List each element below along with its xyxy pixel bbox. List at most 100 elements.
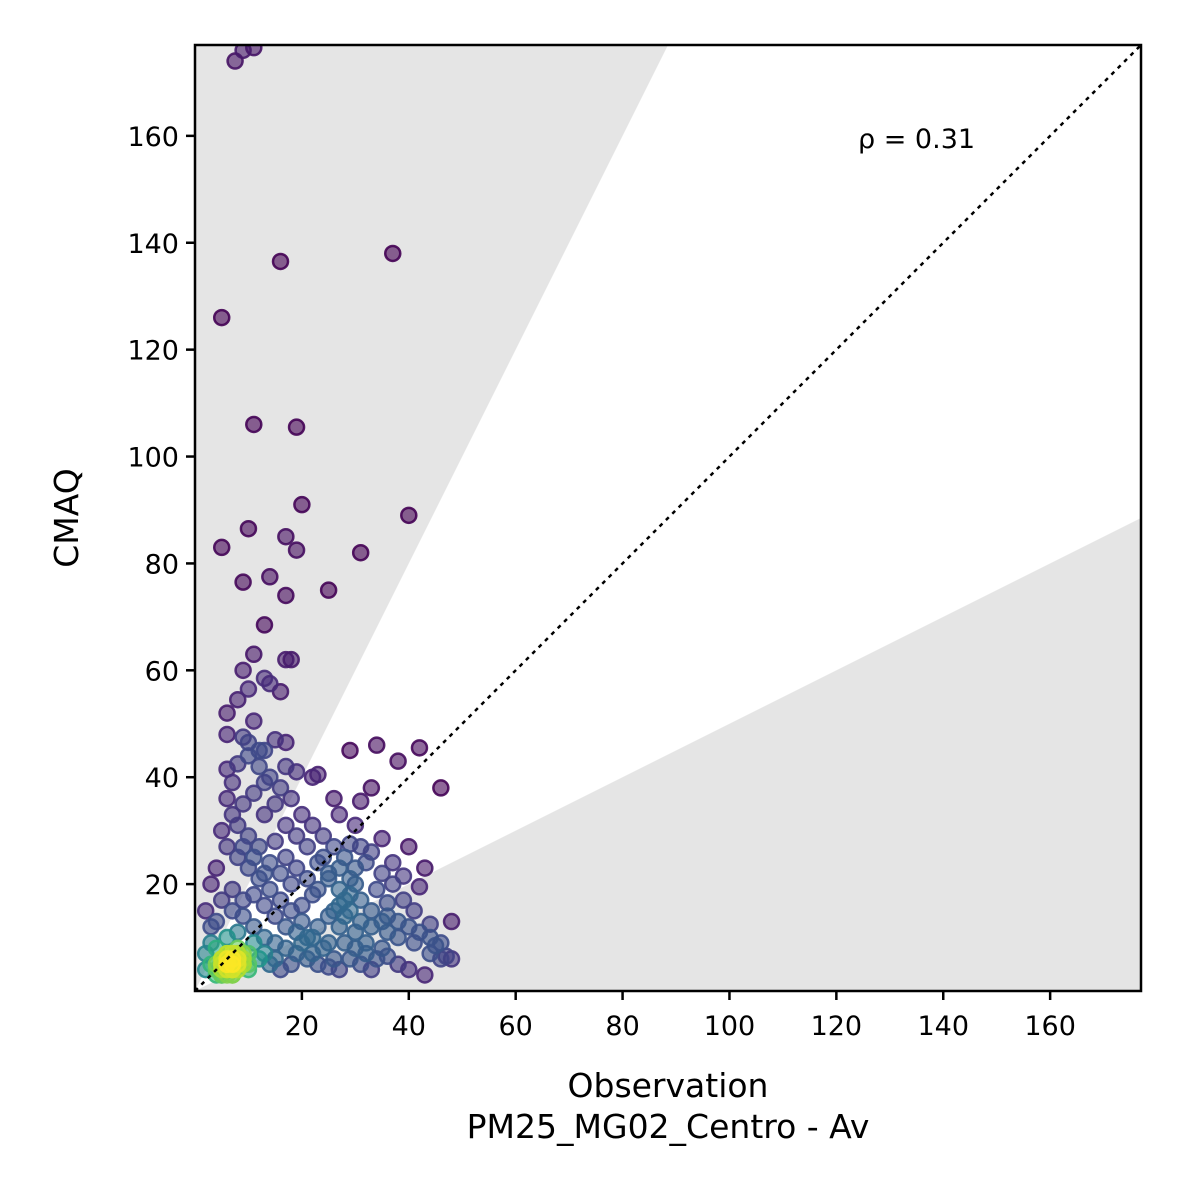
scatter-point (245, 415, 263, 434)
scatter-point (218, 725, 236, 744)
scatter-point (277, 586, 295, 605)
scatter-point (250, 741, 268, 760)
scatter-point (405, 902, 423, 920)
scatter-point (234, 573, 252, 591)
scatter-point (335, 891, 354, 909)
scatter-point (287, 418, 306, 436)
y-tick-label: 100 (127, 443, 179, 474)
scatter-point (282, 789, 300, 808)
plot-frame (193, 43, 1143, 993)
scatter-point (234, 45, 252, 60)
scatter-point (255, 616, 274, 634)
upper-shaded-band (195, 45, 668, 991)
scatter-point (212, 891, 231, 909)
scatter-point (319, 581, 338, 599)
scatter-point (400, 506, 418, 525)
scatter-point (309, 880, 327, 899)
scatter-point (229, 816, 247, 835)
scatter-point (234, 661, 252, 680)
correlation-annotation: ρ = 0.31 (858, 124, 975, 155)
scatter-point (277, 816, 295, 835)
scatter-point (212, 308, 231, 327)
scatter-point (218, 789, 236, 808)
scatter-point (341, 741, 359, 760)
scatter-point (351, 912, 370, 931)
scatter-point (410, 739, 429, 757)
scatter-point (303, 768, 322, 786)
scatter-point (373, 939, 391, 957)
y-tick-label: 60 (145, 656, 179, 687)
scatter-point (384, 244, 402, 263)
scatter-point (346, 816, 365, 835)
scatter-point (255, 864, 274, 883)
scatter-point (266, 832, 284, 851)
y-tick-label: 80 (145, 549, 179, 580)
one-to-one-line (195, 45, 1141, 991)
scatter-point (266, 731, 284, 749)
scatter-point (207, 859, 226, 877)
x-tick-label: 40 (392, 1011, 426, 1042)
scatter-points (196, 45, 461, 984)
scatter-point (330, 805, 349, 824)
x-tick-label: 120 (811, 1011, 863, 1042)
scatter-point (330, 859, 349, 877)
scatter-point (223, 955, 242, 974)
scatter-point (389, 752, 407, 770)
scatter-point (277, 527, 295, 546)
scatter-point (303, 816, 322, 835)
y-tick-label: 140 (127, 229, 179, 260)
scatter-point (293, 805, 311, 824)
y-tick-label: 160 (127, 122, 179, 153)
scatter-point (325, 950, 343, 968)
scatter-point (261, 880, 279, 899)
scatter-point (426, 936, 445, 955)
scatter-point (293, 495, 311, 514)
scatter-point (442, 912, 461, 931)
scatter-point (319, 870, 338, 888)
scatter-point (282, 875, 300, 893)
scatter-point (362, 779, 381, 797)
scatter-point (282, 902, 300, 920)
scatter-point (351, 792, 370, 811)
x-axis: 20 40 60 80 100 120 140 160 (285, 991, 1076, 1042)
scatter-point (314, 848, 333, 867)
scatter-point (384, 875, 402, 893)
y-axis: 20 40 60 80 100 120 140 160 (127, 122, 195, 901)
scatter-point (298, 837, 316, 856)
x-tick-label: 20 (285, 1011, 319, 1042)
x-axis-title: Observation (568, 1066, 769, 1105)
scatter-point (255, 805, 274, 824)
scatter-point (373, 864, 391, 883)
scatter-point (261, 768, 279, 786)
scatter-point (325, 837, 343, 856)
scatter-point (410, 878, 429, 896)
x-tick-label: 160 (1024, 1011, 1076, 1042)
scatter-point (293, 934, 311, 952)
scatter-point (223, 880, 242, 899)
scatter-point (432, 779, 450, 797)
plot-area (195, 45, 1141, 991)
scatter-point (245, 848, 263, 867)
scatter-point (261, 568, 279, 586)
scatter-point (314, 939, 333, 957)
scatter-point (277, 848, 295, 867)
scatter-point (196, 902, 215, 920)
scatter-point (416, 966, 434, 984)
scatter-point (234, 907, 252, 925)
scatter-point (255, 669, 274, 688)
scatter-point (277, 650, 295, 669)
scatter-point (218, 704, 236, 722)
scatter-point (266, 907, 284, 925)
scatter-point (202, 918, 220, 936)
scatter-point (287, 541, 306, 559)
scatter-point (223, 773, 242, 792)
y-axis-title: CMAQ (47, 468, 86, 567)
scatter-point (367, 736, 386, 754)
scatter-point (357, 934, 375, 952)
scatter-point (266, 795, 284, 813)
scatter-point (287, 859, 306, 877)
scatter-point (394, 891, 413, 909)
x-tick-label: 140 (917, 1011, 969, 1042)
scatter-point (245, 886, 263, 904)
